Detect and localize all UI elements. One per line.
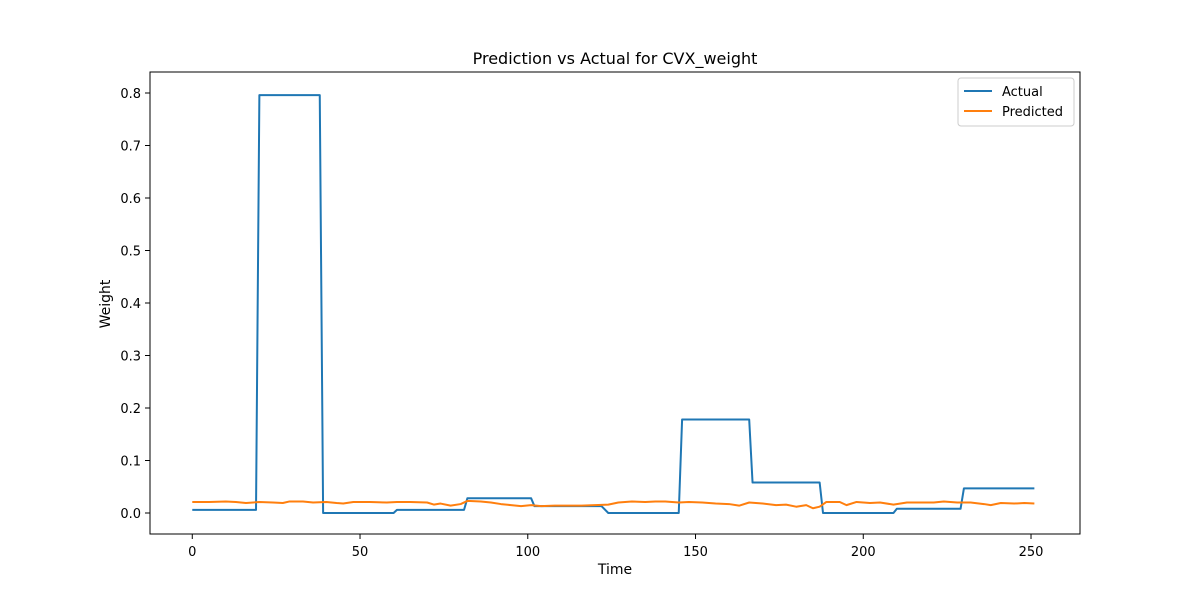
y-tick-label: 0.7 (120, 140, 141, 155)
x-tick-label: 0 (188, 545, 196, 560)
y-tick-label: 0.6 (120, 192, 141, 207)
x-tick-label: 150 (683, 545, 708, 560)
legend-label-predicted: Predicted (1002, 105, 1063, 120)
x-tick-label: 50 (352, 545, 369, 560)
y-tick-label: 0.1 (120, 455, 141, 470)
y-tick-label: 0.4 (120, 297, 141, 312)
x-tick-label: 200 (851, 545, 876, 560)
series-line-actual (192, 94, 1035, 514)
y-tick-label: 0.3 (120, 350, 141, 365)
x-tick-label: 100 (515, 545, 540, 560)
series-line-predicted (192, 499, 1035, 510)
y-tick-label: 0.5 (120, 245, 141, 260)
axes-frame (149, 71, 1081, 535)
legend-label-actual: Actual (1002, 85, 1043, 100)
x-axis-label: Time (597, 562, 632, 578)
legend: Actual Predicted (957, 77, 1075, 127)
y-tick-label: 0.8 (120, 87, 141, 102)
chart-title: Prediction vs Actual for CVX_weight (473, 49, 758, 69)
y-axis-label: Weight (98, 279, 114, 328)
y-tick-label: 0.2 (120, 402, 141, 417)
x-tick-label: 250 (1019, 545, 1044, 560)
y-tick-label: 0.0 (120, 507, 141, 522)
